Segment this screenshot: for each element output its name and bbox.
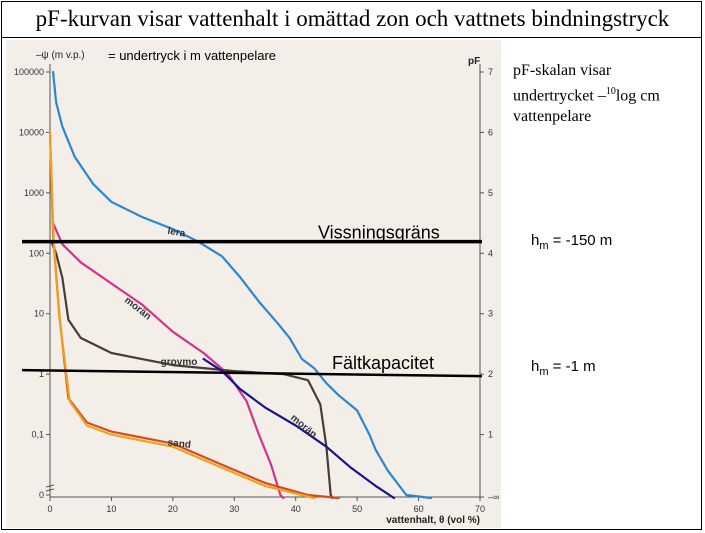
chart-background [6, 40, 501, 528]
y-tick-label-left: 1000 [24, 188, 44, 198]
y-axis-note: = undertryck i m vattenpelare [108, 48, 276, 63]
field-capacity-label: Fältkapacitet [332, 353, 434, 373]
x-tick-label: 0 [47, 504, 52, 514]
y-tick-label-left: 0 [39, 490, 44, 500]
y-tick-label-left: 100 [29, 248, 44, 258]
hm2-value: = -1 m [548, 358, 596, 375]
y-axis-label-left: –ψ (m v.p.) [36, 50, 85, 61]
series-line-lera [52, 70, 432, 500]
y-tick-label-right: 4 [488, 248, 493, 258]
field-capacity-line [21, 368, 483, 378]
series-line-sand_orange [48, 131, 316, 500]
y-tick-label-right: –∞ [488, 492, 499, 502]
pf-chart: 100000 10000 1000 100 10 1 0,1 0 7 6 5 4 3 2 1 –∞ 0 10 20 3… [14, 48, 499, 526]
hm-field-label: hm = -1 m [531, 358, 596, 378]
y-tick-label-right: 2 [488, 369, 493, 379]
x-axis-label: vattenhalt, θ (vol %) [386, 515, 480, 526]
curve-label: lera [167, 226, 187, 240]
hm1-base: h [531, 232, 540, 249]
x-tick-label: 60 [414, 504, 424, 514]
axis-break-mark [45, 484, 55, 488]
hm2-sub: m [539, 366, 549, 378]
curve-label: grovmo [161, 357, 198, 368]
x-tick-label: 50 [352, 504, 362, 514]
y-axis-label-right: pF [468, 56, 480, 67]
y-tick-label-right: 5 [488, 188, 493, 198]
y-tick-label-right: 6 [488, 127, 493, 137]
hm1-sub: m [539, 240, 549, 252]
y-tick-label-right: 1 [488, 430, 493, 440]
y-tick-label-left: 0,1 [31, 430, 44, 440]
title-divider [2, 37, 702, 38]
hm1-value: = -150 m [548, 232, 613, 249]
pf-scale-note: pF-skalan visar undertrycket –10log cm v… [513, 60, 698, 127]
series-line-morän [52, 222, 285, 500]
curve-label: sand [167, 437, 191, 450]
series-line-morän2 [202, 357, 396, 500]
y-tick-label-right: 7 [488, 67, 493, 77]
y-tick-label-left: 10000 [19, 127, 44, 137]
x-tick-label: 70 [475, 504, 485, 514]
y-tick-label-left: 1 [39, 369, 44, 379]
hm-wilting-label: hm = -150 m [531, 232, 612, 252]
hm2-base: h [531, 358, 540, 375]
pf-note-sup: 10 [605, 86, 616, 97]
pf-note-line2-pre: undertrycket – [513, 87, 606, 105]
x-tick-label: 40 [291, 504, 301, 514]
pf-note-line1: pF-skalan visar [513, 62, 612, 79]
y-tick-label-left: 100000 [14, 67, 44, 77]
chart-ticks: 100000 10000 1000 100 10 1 0,1 0 7 6 5 4 3 2 1 –∞ 0 10 20 3… [14, 48, 499, 526]
pf-note-line2-post: log cm [615, 87, 660, 105]
wilting-point-label: Vissningsgräns [318, 223, 440, 243]
y-tick-label-left: 10 [34, 309, 44, 319]
x-tick-label: 30 [229, 504, 239, 514]
series-line-sand [48, 131, 340, 500]
pf-note-line3: vattenpelare [513, 108, 592, 126]
axis-break-mark [45, 488, 55, 492]
x-tick-label: 20 [168, 504, 178, 514]
y-tick-label-right: 3 [488, 309, 493, 319]
x-tick-label: 10 [106, 504, 116, 514]
page-title: pF-kurvan visar vattenhalt i omättad zon… [35, 6, 670, 31]
chart-reference-lines: Vissningsgräns Fältkapacitet [21, 223, 483, 378]
curve-label: morän [288, 413, 318, 441]
series-line-grovmo [50, 240, 334, 500]
chart-curves [48, 70, 432, 500]
